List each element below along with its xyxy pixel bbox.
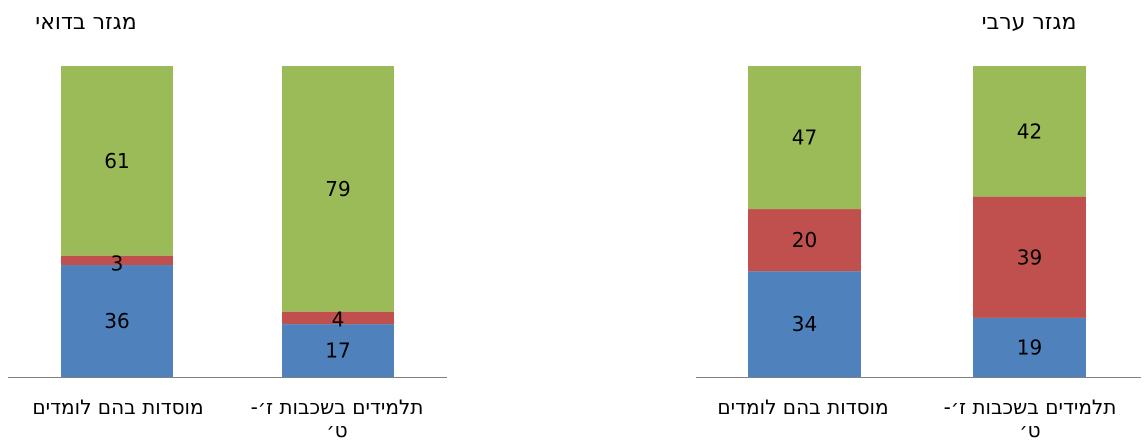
data-label: 17 [325, 339, 350, 363]
bar-segment [973, 317, 1086, 377]
chart-title: מגזר ערבי [982, 10, 1077, 35]
bar-segment [61, 66, 173, 256]
data-label: 47 [792, 126, 817, 150]
data-label: 20 [792, 228, 817, 252]
category-label: ט׳ [1019, 418, 1040, 441]
category-label: מוסדות בהם לומדים [32, 395, 203, 419]
category-label: תלמידים בשכבות ז׳- [251, 395, 424, 419]
category-label: תלמידים בשכבות ז׳- [944, 395, 1117, 419]
data-label: 79 [325, 177, 350, 201]
data-label: 19 [1017, 335, 1042, 359]
bar-segment [748, 209, 861, 272]
bar-segment [282, 324, 394, 377]
data-label: 4 [332, 308, 345, 332]
category-label: מוסדות בהם לומדים [717, 395, 888, 419]
data-label: 61 [104, 149, 129, 173]
chart-bedouin-sector: מגזר בדואי מוסדות בהם לומדים תלמידים בשכ… [8, 10, 447, 441]
chart-arab-sector: מגזר ערבי מוסדות בהם לומדים תלמידים בשכב… [696, 10, 1141, 441]
data-label: 42 [1017, 119, 1042, 143]
data-label: 39 [1017, 245, 1042, 269]
data-label: 34 [792, 312, 817, 336]
chart-title: מגזר בדואי [35, 10, 136, 35]
bar-segment [61, 265, 173, 377]
bar-segment [61, 255, 173, 266]
bar-segment [748, 66, 861, 210]
bar-segment [282, 66, 394, 312]
data-label: 3 [111, 252, 124, 276]
category-label: ט׳ [326, 418, 347, 441]
data-label: 36 [104, 309, 129, 333]
bar-segment [748, 271, 861, 377]
bar-segment [973, 196, 1086, 318]
bar-segment [973, 66, 1086, 197]
bar-segment [282, 311, 394, 325]
